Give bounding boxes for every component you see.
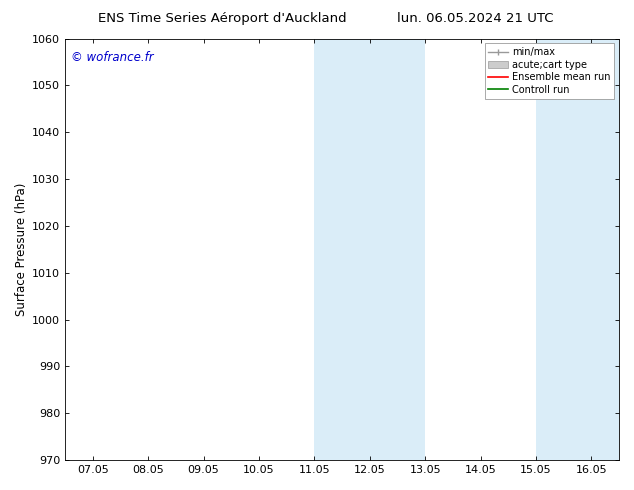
Legend: min/max, acute;cart type, Ensemble mean run, Controll run: min/max, acute;cart type, Ensemble mean … [484, 44, 614, 98]
Text: © wofrance.fr: © wofrance.fr [71, 51, 153, 64]
Bar [314, 39, 425, 460]
Bar [536, 39, 619, 460]
Y-axis label: Surface Pressure (hPa): Surface Pressure (hPa) [15, 183, 28, 316]
Text: ENS Time Series Aéroport d'Auckland: ENS Time Series Aéroport d'Auckland [98, 12, 346, 25]
Text: lun. 06.05.2024 21 UTC: lun. 06.05.2024 21 UTC [398, 12, 553, 25]
